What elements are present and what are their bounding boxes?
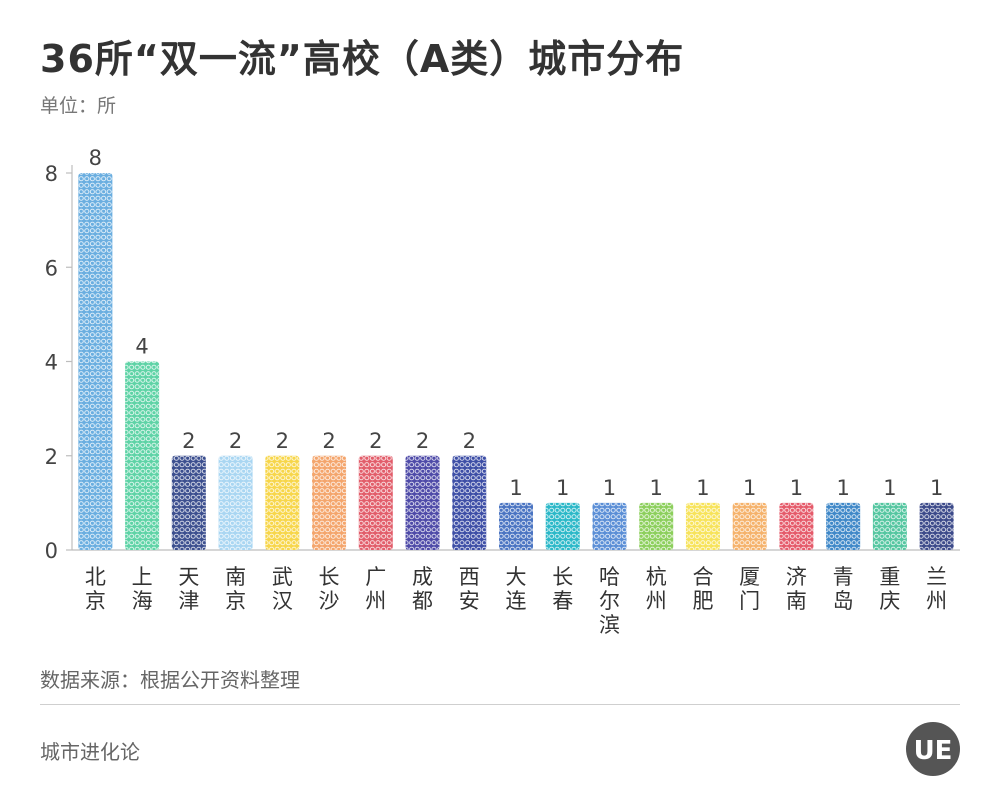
x-category-label: 合肥 — [692, 565, 713, 613]
y-tick-label: 8 — [45, 162, 58, 186]
x-category-label: 长春 — [552, 565, 573, 613]
bar-value-label: 2 — [322, 429, 335, 453]
x-category-label: 济南 — [786, 565, 807, 613]
bar-长沙 — [312, 455, 347, 550]
bar-哈尔滨 — [592, 502, 627, 550]
bar-value-label: 2 — [276, 429, 289, 453]
bar-texture — [125, 361, 160, 550]
bar-value-label: 2 — [182, 429, 195, 453]
x-category-label: 上海 — [132, 565, 153, 613]
bar-texture — [312, 455, 347, 550]
x-category-label: 武汉 — [272, 565, 293, 613]
bar-texture — [639, 502, 674, 550]
bar-value-label: 2 — [463, 429, 476, 453]
x-category-label: 长沙 — [319, 565, 340, 613]
bar-济南 — [779, 502, 814, 550]
y-tick-label: 6 — [45, 256, 58, 280]
bar-合肥 — [685, 502, 720, 550]
bar-武汉 — [265, 455, 300, 550]
x-category-label: 兰州 — [926, 565, 947, 613]
data-source-note: 数据来源：根据公开资料整理 — [40, 668, 300, 692]
bar-重庆 — [872, 502, 907, 550]
bar-texture — [218, 455, 253, 550]
bar-texture — [779, 502, 814, 550]
x-category-label: 南京 — [225, 565, 246, 613]
bar-厦门 — [732, 502, 767, 550]
bar-上海 — [125, 361, 160, 550]
bar-texture — [171, 455, 206, 550]
bar-texture — [405, 455, 440, 550]
brand-name: 城市进化论 — [40, 740, 140, 764]
bar-value-label: 1 — [743, 476, 756, 500]
bar-texture — [545, 502, 580, 550]
bar-value-label: 1 — [790, 476, 803, 500]
bar-南京 — [218, 455, 253, 550]
bar-value-label: 1 — [509, 476, 522, 500]
bar-value-label: 2 — [416, 429, 429, 453]
footer-divider — [40, 704, 960, 705]
bar-value-label: 1 — [696, 476, 709, 500]
bar-texture — [78, 173, 113, 550]
ue-logo-icon: UE — [906, 722, 960, 776]
bar-value-label: 1 — [650, 476, 663, 500]
bar-西安 — [452, 455, 487, 550]
bar-texture — [732, 502, 767, 550]
unit-label: 单位：所 — [40, 95, 117, 117]
bar-value-label: 1 — [603, 476, 616, 500]
bar-value-label: 1 — [930, 476, 943, 500]
x-category-label: 重庆 — [879, 565, 900, 613]
bar-texture — [499, 502, 533, 550]
x-category-label: 广州 — [365, 565, 386, 613]
bar-texture — [358, 455, 393, 550]
bar-texture — [826, 502, 861, 550]
x-category-label: 青岛 — [833, 565, 854, 613]
bar-value-label: 1 — [883, 476, 896, 500]
bar-value-label: 2 — [369, 429, 382, 453]
bar-广州 — [358, 455, 393, 550]
svg-text:UE: UE — [914, 736, 953, 766]
bar-北京 — [78, 173, 113, 550]
bar-texture — [452, 455, 487, 550]
bar-texture — [265, 455, 300, 550]
bar-天津 — [171, 455, 206, 550]
bar-texture — [685, 502, 720, 550]
bar-成都 — [405, 455, 440, 550]
y-tick-label: 0 — [45, 539, 58, 563]
y-tick-label: 4 — [45, 351, 58, 375]
x-category-label: 成都 — [412, 565, 433, 613]
x-category-label: 大连 — [506, 565, 527, 613]
bar-长春 — [545, 502, 580, 550]
x-category-label: 厦门 — [739, 565, 760, 613]
x-category-label: 哈尔滨 — [599, 565, 620, 637]
bar-大连 — [499, 502, 533, 550]
bar-texture — [919, 502, 954, 550]
bar-chart: 0 2 4 6 8 8 北京 4 上海 2 天津 2 南京 2 武汉 2 长沙 2 广州 2 成都 2 西安 1 大连 1 长春 1… — [45, 146, 960, 637]
bar-value-label: 1 — [556, 476, 569, 500]
x-category-label: 杭州 — [646, 565, 667, 613]
x-category-label: 西安 — [459, 565, 480, 613]
chart-title: 36所“双一流”高校（A类）城市分布 — [40, 37, 685, 81]
bar-兰州 — [919, 502, 954, 550]
y-tick-label: 2 — [45, 445, 58, 469]
bar-texture — [872, 502, 907, 550]
bar-青岛 — [826, 502, 861, 550]
x-category-label: 北京 — [85, 565, 106, 613]
bar-texture — [592, 502, 627, 550]
bar-杭州 — [639, 502, 674, 550]
bar-value-label: 1 — [836, 476, 849, 500]
x-category-label: 天津 — [178, 565, 199, 613]
bar-value-label: 4 — [135, 335, 148, 359]
bar-value-label: 8 — [89, 146, 102, 170]
bar-value-label: 2 — [229, 429, 242, 453]
